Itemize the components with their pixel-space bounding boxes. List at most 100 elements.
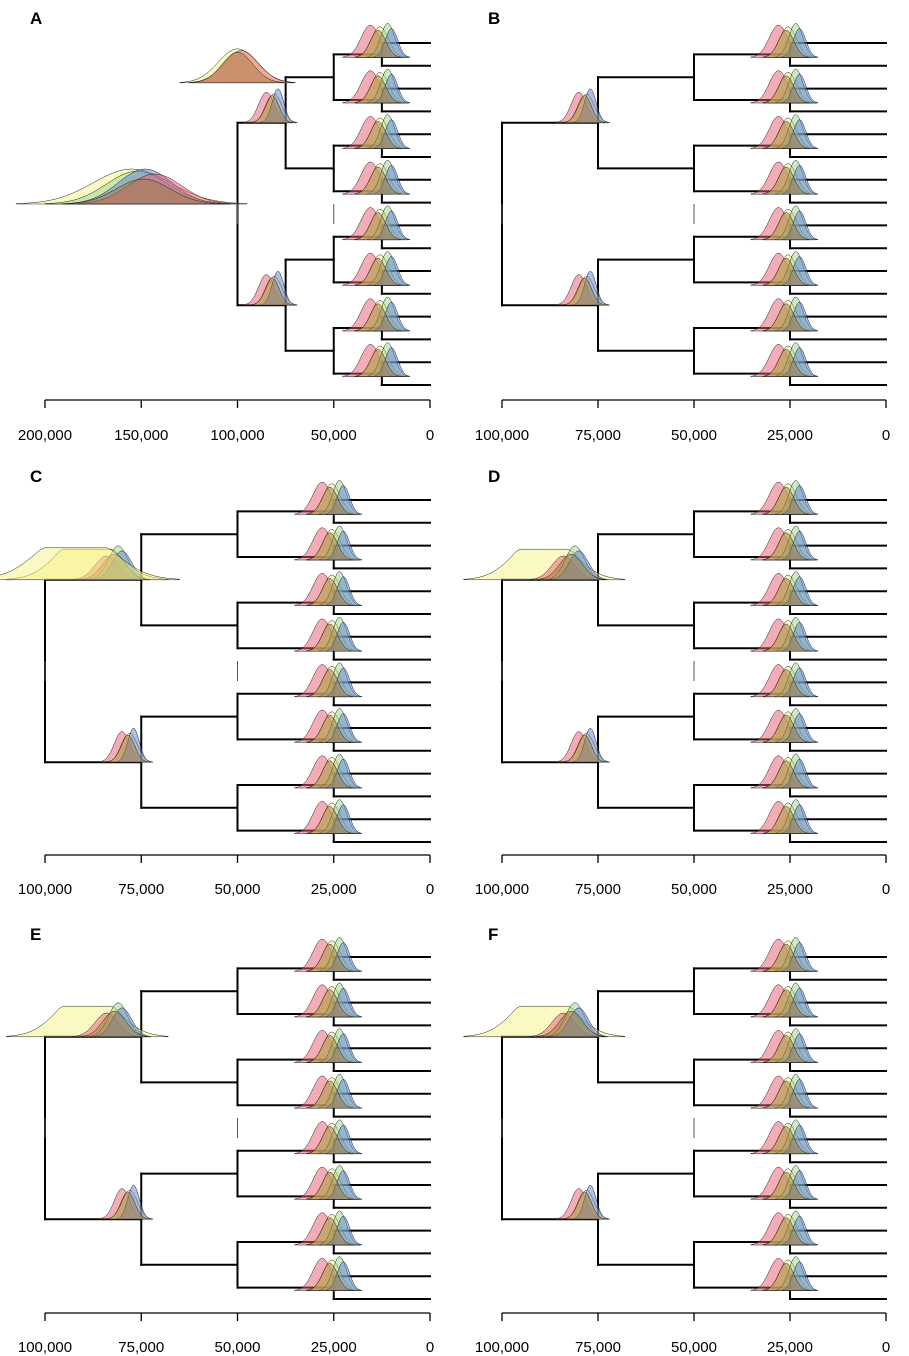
panel-f: F 100,000 75,000 50,000 25,000 0 xyxy=(463,925,890,1356)
density-overlap xyxy=(306,623,354,652)
density-overlap xyxy=(762,1171,810,1200)
x-tick-label: 75,000 xyxy=(118,881,164,898)
node-densities xyxy=(501,23,819,377)
density-overlap xyxy=(251,95,294,124)
density-overlap xyxy=(762,623,810,652)
density-overlap xyxy=(762,75,810,104)
x-tick-label: 25,000 xyxy=(311,881,357,898)
density-overlap xyxy=(106,1191,149,1220)
density-overlap xyxy=(536,1011,606,1038)
x-tick-label: 0 xyxy=(426,881,434,898)
density-overlap xyxy=(762,943,810,972)
density-overlap xyxy=(762,121,810,149)
panel-label: F xyxy=(488,925,498,944)
density-overlap xyxy=(306,1263,354,1291)
x-tick-label: 50,000 xyxy=(671,881,717,898)
density-overlap xyxy=(106,734,149,763)
density-overlap xyxy=(762,669,810,698)
x-tick-label: 25,000 xyxy=(767,1339,813,1356)
density-overlap xyxy=(354,29,402,58)
density-overlap xyxy=(306,1171,354,1200)
density-overlap xyxy=(306,989,354,1018)
panel-a: A 200,000 150,000 100,000 50,000 0 xyxy=(15,9,434,444)
density-overlap xyxy=(306,486,354,515)
x-tick-label: 100,000 xyxy=(210,427,264,444)
density-overlap xyxy=(306,1035,354,1063)
density-overlap xyxy=(762,1080,810,1109)
density-overlap xyxy=(306,669,354,698)
density-overlap xyxy=(762,578,810,606)
density-overlap xyxy=(762,486,810,515)
panel-label: E xyxy=(30,925,41,944)
node-densities xyxy=(463,937,819,1291)
density-overlap xyxy=(354,257,402,286)
x-tick-label: 75,000 xyxy=(118,1339,164,1356)
x-tick-label: 100,000 xyxy=(18,881,72,898)
node-densities xyxy=(463,480,819,834)
density-overlap xyxy=(762,1263,810,1291)
node-densities xyxy=(6,937,363,1291)
density-overlap xyxy=(563,1191,606,1220)
density-overlap xyxy=(563,95,606,124)
density-overlap xyxy=(762,806,810,834)
density-overlap xyxy=(306,1080,354,1109)
density-overlap xyxy=(762,303,810,332)
x-tick-label: 100,000 xyxy=(475,1339,529,1356)
density-overlap xyxy=(762,257,810,286)
density-overlap xyxy=(762,166,810,195)
density-overlap xyxy=(62,178,225,205)
density-overlap xyxy=(762,1126,810,1155)
x-tick-label: 200,000 xyxy=(18,427,72,444)
density-overlap xyxy=(762,1035,810,1063)
density-overlap xyxy=(306,943,354,972)
density-overlap xyxy=(563,277,606,306)
density-overlap xyxy=(306,806,354,834)
x-tick-label: 100,000 xyxy=(475,427,529,444)
density-overlap xyxy=(762,714,810,743)
x-tick-label: 100,000 xyxy=(475,881,529,898)
panel-b: B 100,000 75,000 50,000 25,000 0 xyxy=(475,9,890,444)
x-tick-label: 50,000 xyxy=(215,1339,261,1356)
density-overlap xyxy=(563,734,606,763)
density-overlap xyxy=(762,532,810,561)
density-overlap xyxy=(79,1011,150,1038)
panel-e: E 100,000 75,000 50,000 25,000 0 xyxy=(6,925,434,1356)
density-overlap xyxy=(306,532,354,561)
x-tick-label: 50,000 xyxy=(311,427,357,444)
density-overlap xyxy=(536,554,606,581)
panel-label: A xyxy=(30,9,42,28)
node-densities xyxy=(0,480,363,834)
x-tick-label: 0 xyxy=(882,427,890,444)
density-overlap xyxy=(306,578,354,606)
density-overlap xyxy=(306,760,354,789)
x-tick-label: 75,000 xyxy=(575,881,621,898)
density-overlap xyxy=(306,714,354,743)
density-overlap xyxy=(354,166,402,195)
x-tick-label: 0 xyxy=(426,427,434,444)
density-overlap xyxy=(354,121,402,149)
node-densities xyxy=(15,23,411,377)
x-tick-label: 0 xyxy=(882,1339,890,1356)
x-tick-label: 75,000 xyxy=(575,427,621,444)
density-overlap xyxy=(762,349,810,377)
density-overlap xyxy=(354,212,402,241)
panel-label: D xyxy=(488,467,500,486)
panel-d: D 100,000 75,000 50,000 25,000 0 xyxy=(463,467,890,898)
density-overlap xyxy=(762,989,810,1018)
x-tick-label: 25,000 xyxy=(311,1339,357,1356)
x-tick-label: 100,000 xyxy=(18,1339,72,1356)
x-tick-label: 50,000 xyxy=(671,427,717,444)
panel-c: C 100,000 75,000 50,000 25,000 0 xyxy=(0,467,434,898)
panel-label: B xyxy=(488,9,500,28)
density-yellow xyxy=(0,547,181,581)
density-overlap xyxy=(251,277,294,306)
x-tick-label: 0 xyxy=(426,1339,434,1356)
density-overlap xyxy=(762,29,810,58)
x-tick-label: 0 xyxy=(882,881,890,898)
density-overlap xyxy=(354,303,402,332)
density-overlap xyxy=(354,75,402,104)
x-tick-label: 25,000 xyxy=(767,881,813,898)
x-tick-label: 50,000 xyxy=(215,881,261,898)
density-overlap xyxy=(191,51,284,84)
